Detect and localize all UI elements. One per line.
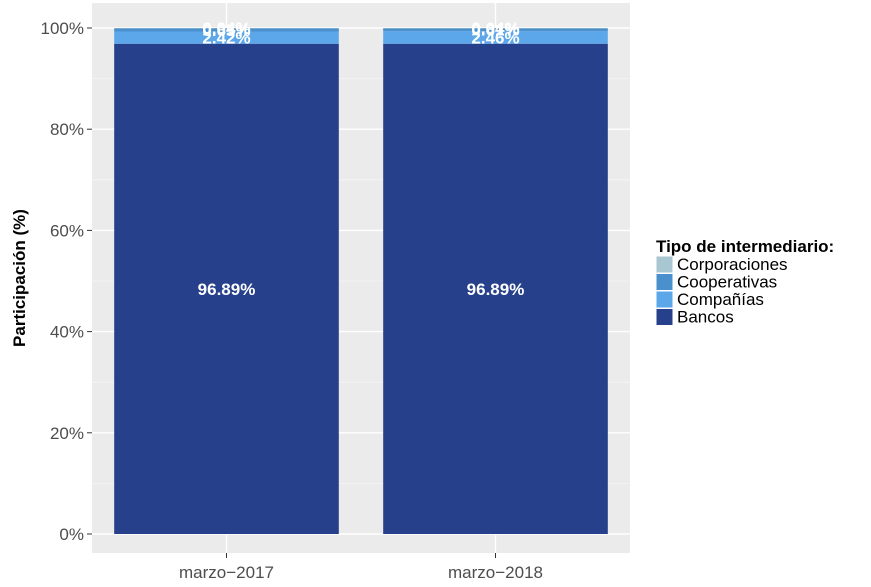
bar-segment	[383, 28, 608, 32]
y-axis-title: Participación (%)	[10, 209, 29, 347]
segment-value-label: 96.89%	[198, 280, 256, 299]
y-axis: 0% 20% 40% 60% 80% 100%	[41, 19, 92, 544]
legend-label: Compañías	[677, 290, 764, 309]
bar-segment	[114, 43, 339, 534]
legend-label: Cooperativas	[677, 273, 777, 292]
x-tick-label: marzo−2018	[448, 563, 543, 582]
bar-segment	[383, 28, 608, 29]
y-tick-label: 100%	[41, 19, 84, 38]
bar-segment	[383, 43, 608, 534]
legend-swatch	[655, 273, 674, 291]
y-tick-label: 60%	[50, 221, 84, 240]
legend: Tipo de intermediario: CorporacionesCoop…	[655, 237, 834, 327]
segment-value-label: 2.42%	[202, 29, 250, 48]
segment-value-label: 0.04%	[471, 19, 519, 38]
segment-value-label: 0.65%	[202, 21, 250, 40]
legend-swatch	[655, 255, 674, 274]
legend-swatch	[655, 308, 674, 326]
legend-title: Tipo de intermediario:	[656, 237, 834, 256]
segment-value-label: 0.04%	[202, 19, 250, 38]
x-axis: marzo−2017 marzo−2018	[179, 553, 543, 582]
y-tick-label: 0%	[59, 525, 84, 544]
legend-swatch	[655, 290, 674, 309]
segment-value-label: 2.46%	[471, 29, 519, 48]
legend-label: Corporaciones	[677, 255, 788, 274]
legend-label: Bancos	[677, 308, 734, 327]
bar-segment	[114, 28, 339, 32]
x-tick-label: marzo−2017	[179, 563, 274, 582]
bars	[114, 28, 608, 534]
segment-labels: 96.89%2.42%0.65%0.04%96.89%2.46%0.61%0.0…	[198, 19, 525, 299]
y-tick-label: 80%	[50, 120, 84, 139]
segment-value-label: 0.61%	[471, 21, 519, 40]
segment-value-label: 96.89%	[467, 280, 525, 299]
bar-segment	[114, 31, 339, 44]
y-tick-label: 20%	[50, 424, 84, 443]
y-tick-label: 40%	[50, 323, 84, 342]
bar-segment	[114, 28, 339, 29]
bar-segment	[383, 31, 608, 44]
